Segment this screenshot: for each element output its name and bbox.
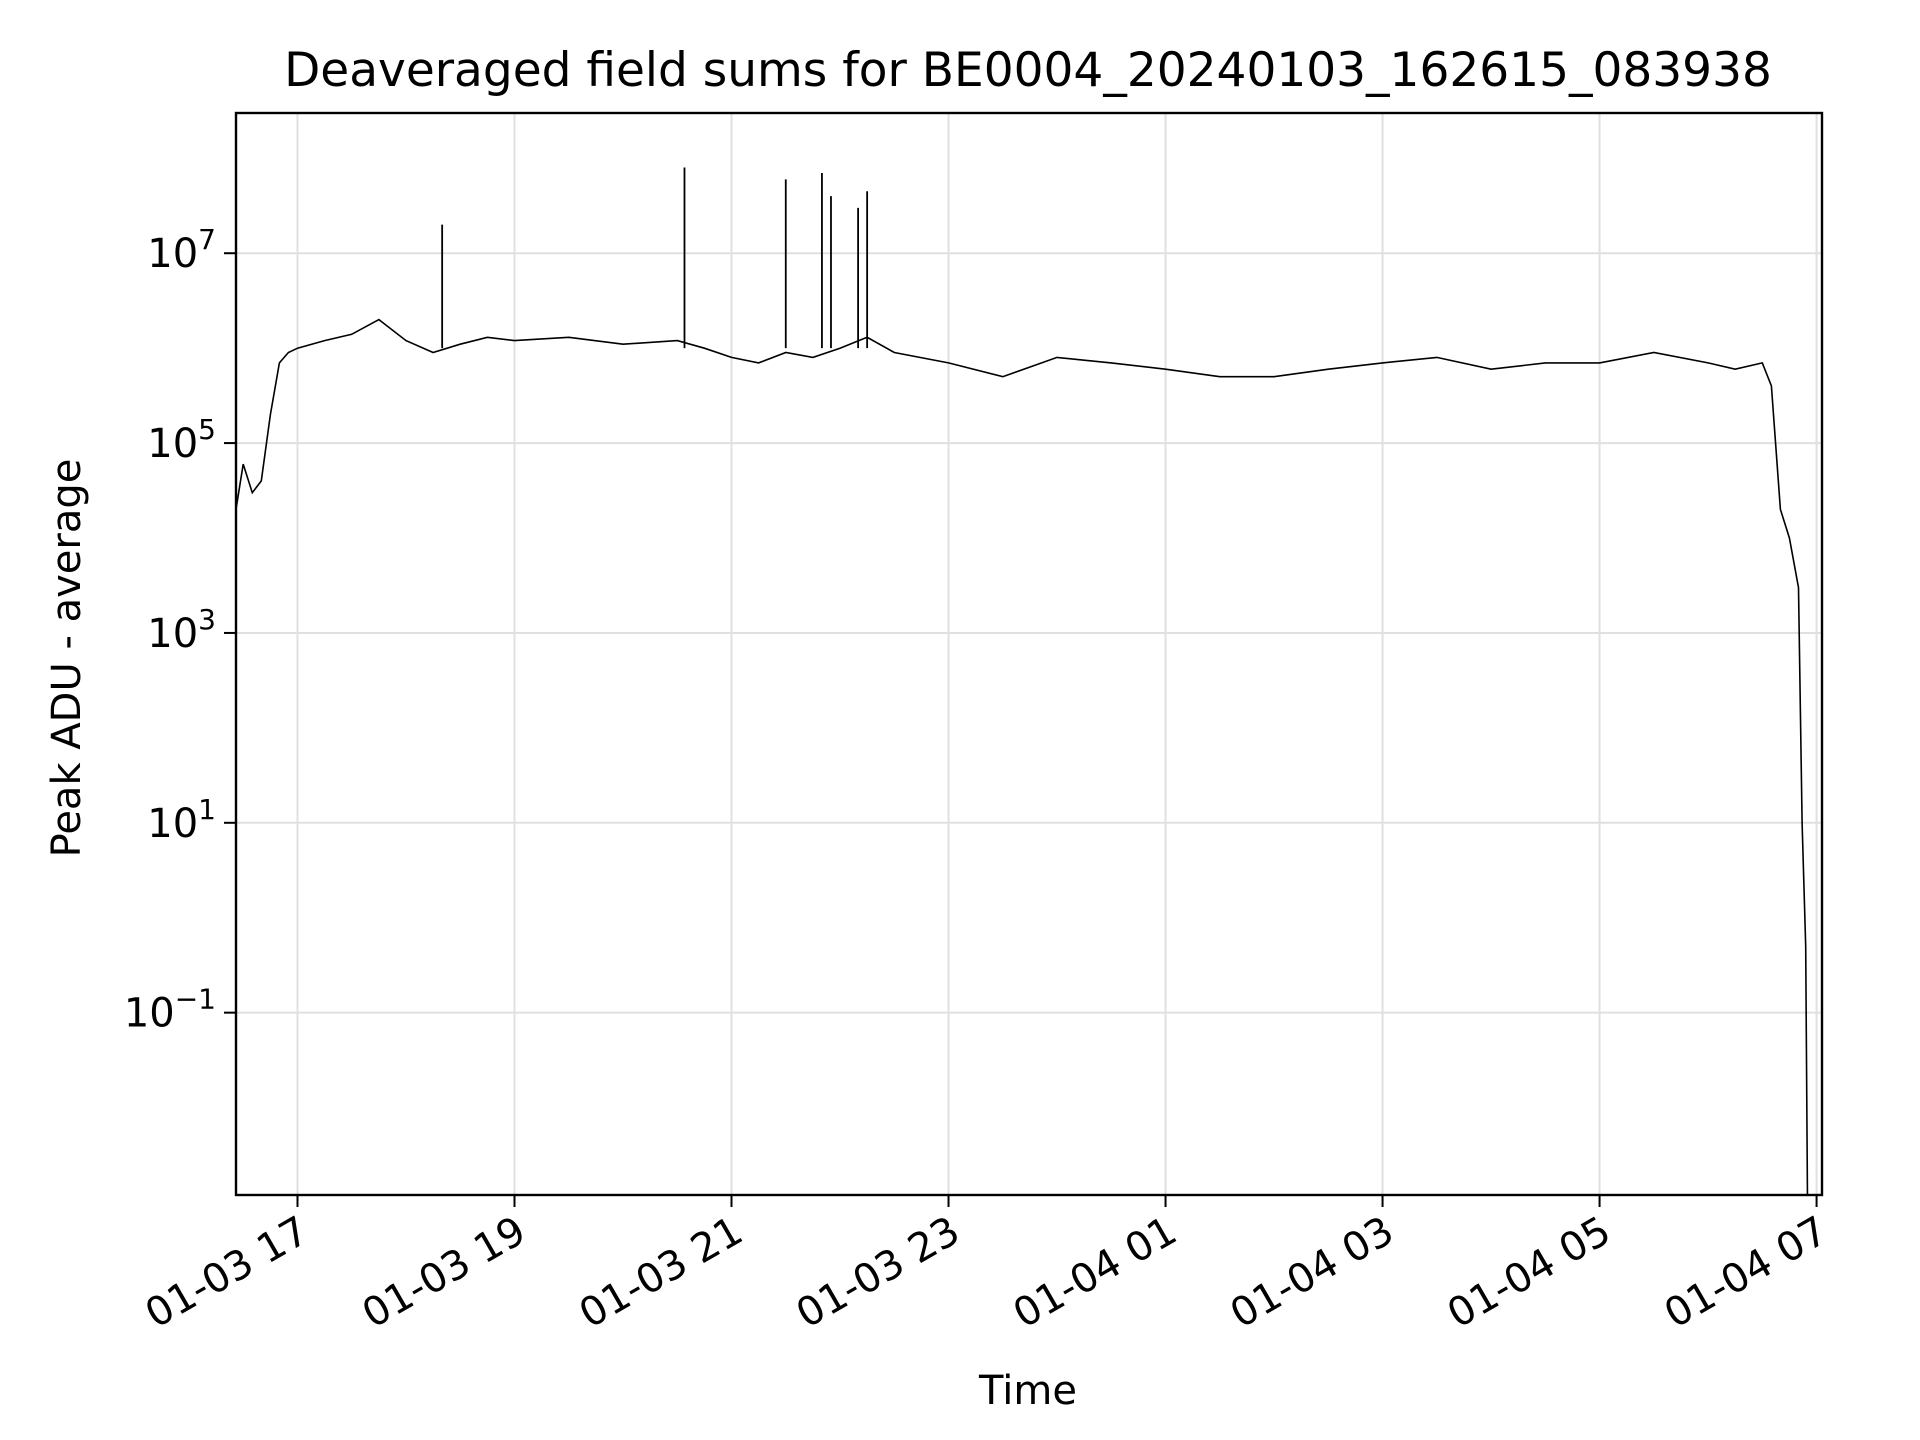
plot-frame [234, 111, 1824, 1197]
y-tick-exponent: −1 [175, 983, 216, 1016]
y-tick-base: 10 [147, 611, 198, 657]
chart-title: Deaveraged field sums for BE0004_2024010… [284, 43, 1772, 98]
x-axis-title: Time [978, 1368, 1077, 1414]
y-tick-base: 10 [147, 801, 198, 847]
y-axis-title: Peak ADU - average [44, 459, 90, 858]
y-tick-exponent: 5 [198, 413, 216, 446]
y-tick-label: 10−1 [124, 983, 216, 1037]
y-tick-base: 10 [147, 231, 198, 277]
y-tick-exponent: 3 [198, 603, 216, 636]
grid-lines [236, 113, 1822, 1195]
y-tick-exponent: 7 [198, 223, 216, 256]
y-tick-label: 103 [147, 603, 216, 657]
y-tick-exponent: 1 [198, 793, 216, 826]
y-tick-label: 107 [147, 223, 216, 277]
plot-area [236, 167, 1809, 1195]
y-tick-label: 101 [147, 793, 216, 847]
y-tick-base: 10 [124, 991, 175, 1037]
y-tick-base: 10 [147, 421, 198, 467]
y-tick-label: 105 [147, 413, 216, 467]
